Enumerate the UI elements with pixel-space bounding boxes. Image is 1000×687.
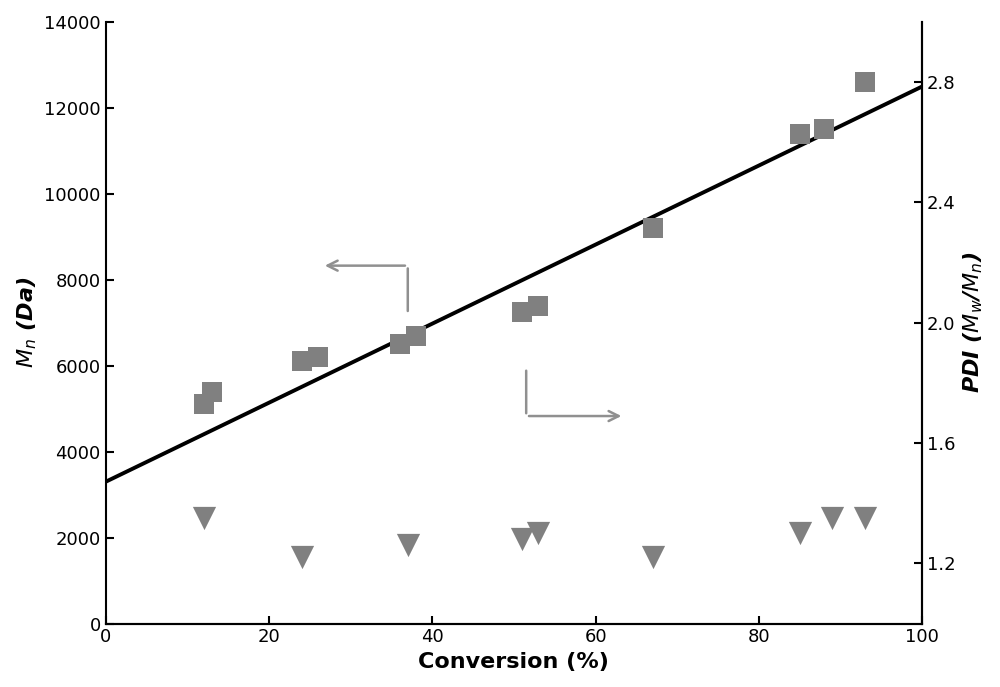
Point: [530, 300, 546, 311]
Point: [514, 534, 530, 545]
Point: [645, 552, 661, 563]
Point: [294, 356, 310, 367]
Y-axis label: PDI ($M_w$/$M_n$): PDI ($M_w$/$M_n$): [961, 252, 985, 394]
Point: [408, 330, 424, 341]
Point: [514, 306, 530, 317]
Point: [196, 513, 212, 523]
Point: [392, 339, 408, 350]
Point: [857, 77, 873, 88]
Point: [816, 124, 832, 135]
X-axis label: Conversion (%): Conversion (%): [418, 652, 609, 672]
Y-axis label: $M_n$ (Da): $M_n$ (Da): [15, 278, 39, 368]
Point: [310, 352, 326, 363]
Point: [857, 513, 873, 523]
Point: [792, 128, 808, 139]
Point: [645, 223, 661, 234]
Point: [824, 513, 840, 523]
Point: [530, 528, 546, 539]
Point: [196, 399, 212, 410]
Point: [400, 540, 416, 551]
Point: [294, 552, 310, 563]
Point: [204, 386, 220, 397]
Point: [792, 528, 808, 539]
